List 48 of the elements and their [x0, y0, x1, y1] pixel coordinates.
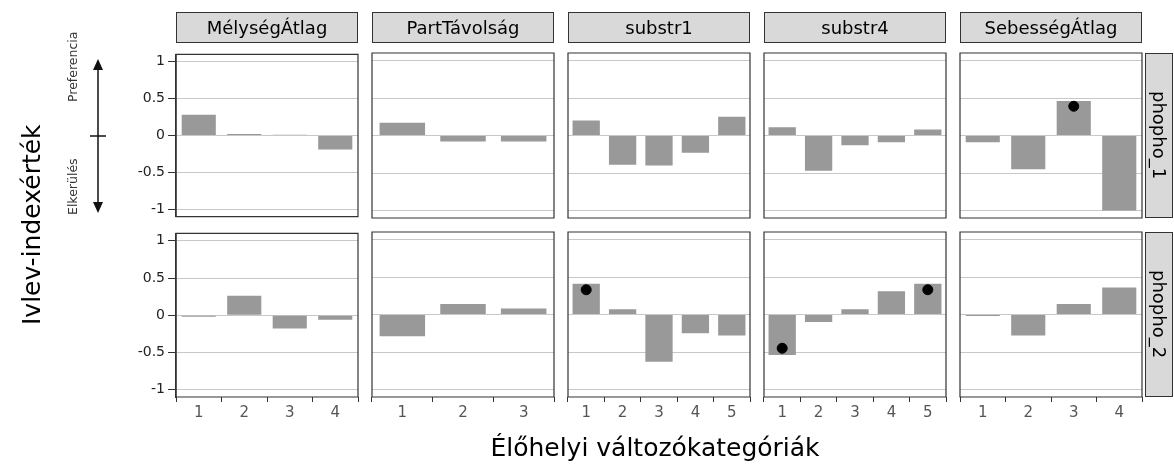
x-tick-label: 1 [977, 402, 988, 421]
x-tick-label: 2 [458, 402, 468, 421]
y2-axis-title: phopho_2 [1145, 232, 1173, 397]
x-tick-label: 1 [581, 402, 591, 421]
x-tick-label: 4 [690, 402, 701, 421]
x-tick-label: 2 [1023, 402, 1034, 421]
bar [877, 291, 906, 314]
x-tick-label: 1 [397, 402, 408, 421]
x-tick-label: 3 [284, 402, 295, 421]
y-tick-label: 0.5 [142, 268, 165, 285]
y-tick-label: 1 [156, 231, 165, 248]
chart-title: substr4 [764, 12, 946, 43]
bar [841, 309, 869, 314]
y-tick-label: 1 [156, 52, 165, 69]
y-axis-title: Ivlev-indexérték [15, 123, 47, 328]
x-tick-label: 2 [617, 402, 628, 421]
x-tick-label: 2 [813, 402, 824, 421]
x-tick-label: 3 [654, 402, 664, 421]
y-tick-label: 0 [156, 305, 165, 322]
chart-title: MélységÁtlag [176, 12, 358, 43]
x-tick-label: 5 [727, 402, 737, 421]
bar [318, 136, 353, 150]
y-tick-label: -1 [151, 380, 165, 397]
y-tick-label: 0.5 [142, 89, 165, 106]
x-tick-label: 3 [1068, 402, 1079, 421]
text: Preferencia [63, 30, 81, 105]
x-tick-label: 1 [777, 402, 787, 421]
y-tick-label: -0.5 [137, 343, 165, 360]
bar [804, 315, 833, 322]
x-tick-label: 1 [193, 402, 204, 421]
x-tick-label: 3 [850, 402, 860, 421]
chart-title: SebességÁtlag [960, 12, 1142, 43]
y-tick-label: -0.5 [137, 163, 165, 179]
y-tick-label: 0 [156, 126, 165, 143]
chart-title: PartTávolság [372, 12, 554, 43]
y2-axis-title: phopho_1 [1145, 53, 1173, 218]
chart-title: substr1 [568, 12, 750, 43]
x-tick-label: 4 [886, 402, 897, 421]
x-tick-label: 4 [330, 402, 341, 421]
bar [768, 315, 796, 355]
bar [181, 114, 216, 135]
x-tick-label: 3 [518, 402, 529, 421]
x-axis-title: Élőhelyi változókategóriák [489, 433, 821, 464]
text: Elkerülés [63, 157, 81, 218]
x-tick-label: 5 [923, 402, 933, 421]
x-tick-label: 2 [239, 402, 250, 421]
y-tick-label: -1 [151, 199, 165, 216]
x-tick-label: 4 [1114, 402, 1125, 421]
